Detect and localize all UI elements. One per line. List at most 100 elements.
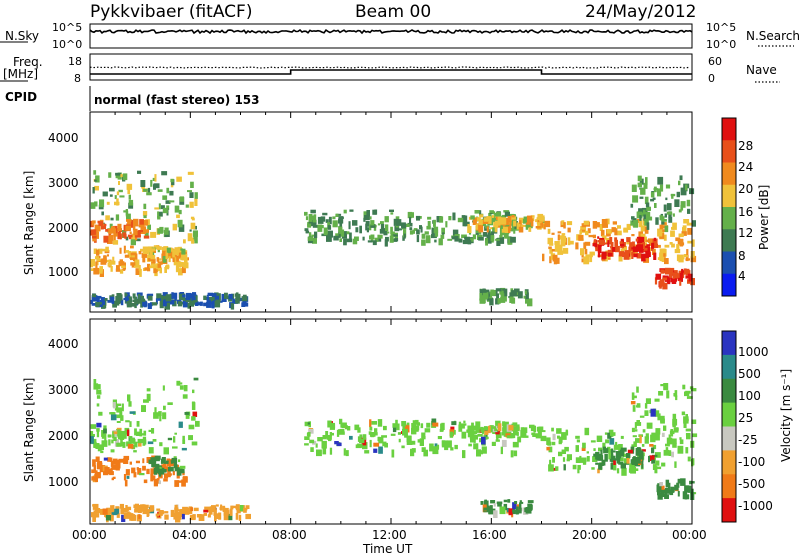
velocity-echo-cell <box>497 423 502 432</box>
velocity-echo-cell <box>116 429 119 434</box>
power-echo-cell <box>636 218 641 223</box>
velocity-echo-cell <box>121 403 124 412</box>
power-echo-cell <box>96 258 101 262</box>
power-echo-cell <box>645 177 648 185</box>
power-echo-cell <box>168 249 171 254</box>
power-echo-cell <box>114 195 117 200</box>
power-echo-cell <box>180 248 183 251</box>
power-echo-cell <box>150 179 153 187</box>
power-echo-cell <box>511 297 516 304</box>
freq-series <box>90 69 692 75</box>
velocity-echo-cell <box>110 414 117 421</box>
velocity-echo-cell <box>672 418 678 426</box>
velocity-echo-cell <box>100 444 104 450</box>
velocity-echo-cell <box>659 482 663 487</box>
power-echo-cell <box>370 224 376 228</box>
power-echo-cell <box>119 259 123 265</box>
velocity-echo-cell <box>354 424 360 431</box>
velocity-echo-cell <box>171 462 176 466</box>
power-echo-cell <box>151 250 156 253</box>
velocity-echo-cell <box>142 436 147 444</box>
velocity-echo-cell <box>123 512 130 519</box>
velocity-echo-cell <box>506 435 513 439</box>
velocity-echo-cell <box>91 476 96 481</box>
velocity-echo-cell <box>187 507 193 515</box>
noise-search-label: N.Search <box>746 29 800 43</box>
power-echo-cell <box>143 188 148 192</box>
velocity-echo-cell <box>339 418 343 425</box>
velocity-echo-cell <box>119 430 125 439</box>
power-echo-cell <box>639 178 644 185</box>
power-echo-cell <box>142 211 148 216</box>
power-echo-cell <box>234 293 239 297</box>
velocity-echo-cell <box>304 436 310 440</box>
velocity-echo-cell <box>129 411 136 414</box>
power-echo-cell <box>165 251 169 260</box>
power-echo-cell <box>659 224 664 230</box>
power-echo-cell <box>339 238 342 242</box>
power-echo-cell <box>168 256 171 263</box>
power-echo-cell <box>668 216 673 223</box>
power-echo-cell <box>191 237 195 244</box>
power-echo-cell <box>650 192 655 198</box>
power-echo-cell <box>190 296 195 300</box>
power-echo-cell <box>492 211 496 215</box>
velocity-echo-cell <box>181 447 187 451</box>
velocity-echo-cell <box>636 403 641 408</box>
power-echo-cell <box>230 302 235 310</box>
xtick-0800: 08:00 <box>272 528 307 542</box>
velocity-echo-cell <box>619 457 624 462</box>
power-echo-cell <box>670 193 676 197</box>
power-echo-cell <box>482 232 488 237</box>
velocity-echo-cell <box>616 468 620 474</box>
velocity-echo-cell <box>665 443 670 447</box>
power-echo-cell <box>158 203 161 210</box>
power-echo-cell <box>595 222 600 227</box>
velocity-echo-cell <box>150 457 157 464</box>
velocity-echo-cell <box>175 515 181 523</box>
power-echo-cell <box>112 240 119 245</box>
velocity-echo-cell <box>598 462 603 470</box>
velocity-echo-cell <box>670 429 674 437</box>
freq-ytick-bottom: 8 <box>74 72 81 85</box>
power-echo-cell <box>392 234 398 237</box>
velocity-echo-cell <box>90 436 94 444</box>
velocity-echo-cell <box>602 442 606 451</box>
power-echo-cell <box>669 271 673 278</box>
power-echo-cell <box>170 253 173 259</box>
power-echo-cell <box>557 234 560 241</box>
power-echo-cell <box>174 253 178 259</box>
power-echo-cell <box>607 256 611 260</box>
power-echo-cell <box>104 300 107 309</box>
power-echo-cell <box>150 231 157 238</box>
power-echo-cell <box>583 220 590 225</box>
power-echo-cell <box>136 298 139 305</box>
velocity-echo-cell <box>92 504 95 507</box>
velocity-echo-cell <box>230 505 234 510</box>
velocity-echo-cell <box>321 440 327 449</box>
velocity-echo-cell <box>397 432 401 435</box>
velocity-echo-cell <box>96 428 100 432</box>
power-echo-cell <box>242 294 247 297</box>
power-echo-cell <box>126 301 132 308</box>
power-echo-cell <box>130 262 136 266</box>
velocity-echo-cell <box>460 423 465 429</box>
power-echo-cell <box>639 196 644 199</box>
power-echo-cell <box>312 237 317 244</box>
power-echo-cell <box>323 229 328 235</box>
power-echo-cell <box>671 226 675 230</box>
colorbar-swatch <box>722 331 736 356</box>
power-echo-cell <box>657 176 664 185</box>
power-echo-cell <box>390 212 394 215</box>
velocity-echo-cell <box>432 446 439 455</box>
power-echo-cell <box>659 256 665 262</box>
power-echo-cell <box>107 236 113 244</box>
nave-rtick-top: 60 <box>708 55 722 68</box>
velocity-echo-cell <box>307 432 311 437</box>
velocity-echo-cell <box>156 478 160 484</box>
velocity-colorbar-ticks: 1000 500 100 25 -25 -100 -500 -1000 <box>738 345 773 513</box>
velocity-echo-cell <box>163 447 169 455</box>
velocity-echo-cell <box>179 382 183 385</box>
power-echo-cell <box>338 231 341 238</box>
velocity-echo-cell <box>371 421 377 425</box>
